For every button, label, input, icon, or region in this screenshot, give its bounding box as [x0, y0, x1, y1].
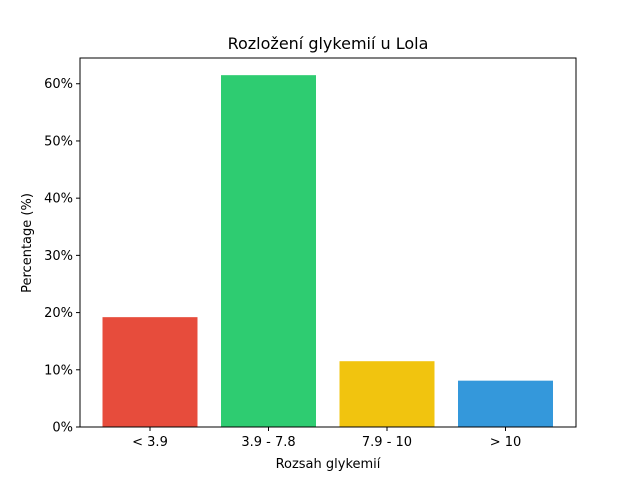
y-tick-label-0: 0% [52, 421, 73, 436]
chart-title: Rozložení glykemií u Lola [228, 34, 429, 53]
y-tick-label-5: 50% [44, 134, 73, 149]
x-axis-label: Rozsah glykemií [276, 457, 381, 472]
plot-area: < 3.9 3.9 - 7.8 7.9 - 10 > 10 0% 10% 20% 30% 40%… [44, 57, 577, 450]
bar-2 [339, 361, 435, 427]
y-tick-label-3: 30% [44, 249, 73, 264]
bar-0 [102, 317, 198, 427]
bar-3 [458, 380, 553, 427]
bar-1 [221, 75, 316, 428]
y-tick-label-1: 10% [44, 363, 73, 378]
x-tick-label-1: 3.9 - 7.8 [241, 435, 295, 450]
x-tick-label-0: < 3.9 [132, 435, 168, 450]
y-tick-label-2: 20% [44, 306, 73, 321]
y-tick-label-6: 60% [44, 77, 73, 92]
x-tick-label-2: 7.9 - 10 [362, 435, 412, 450]
x-tick-label-3: > 10 [490, 435, 522, 450]
axes-frame [79, 57, 577, 428]
y-tick-label-4: 40% [44, 192, 73, 207]
y-axis-label: Percentage (%) [20, 193, 35, 293]
